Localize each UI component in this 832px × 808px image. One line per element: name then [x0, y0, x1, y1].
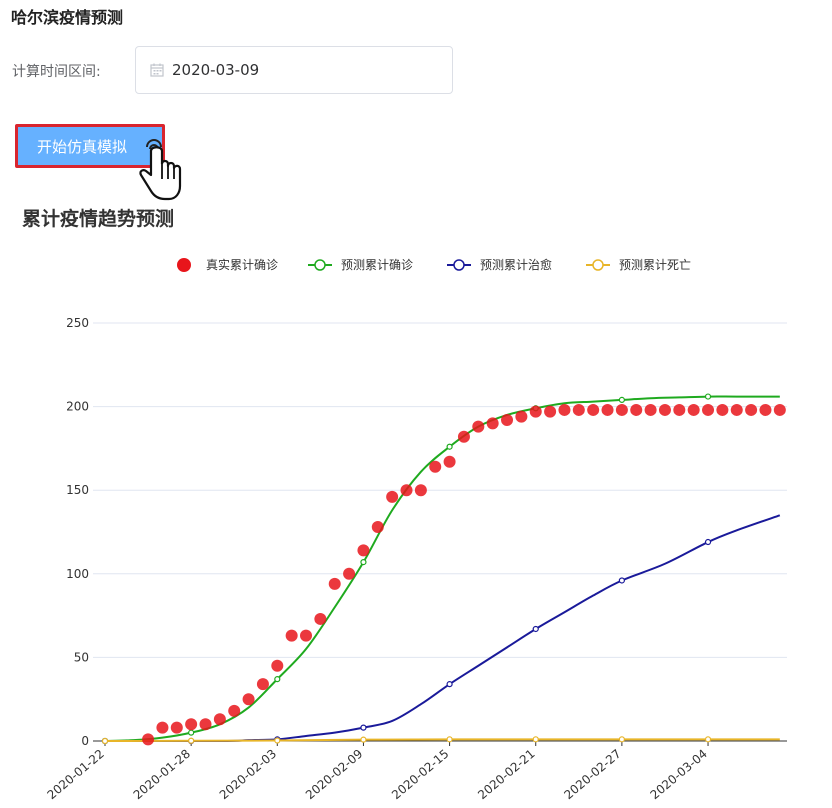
- x-tick-label: 2020-01-22: [44, 747, 106, 803]
- legend-label: 预测累计死亡: [619, 258, 691, 272]
- series-marker: [360, 558, 367, 566]
- y-tick-label: 0: [81, 734, 89, 748]
- data-point: [271, 659, 284, 672]
- page-title: 哈尔滨疫情预测: [11, 8, 124, 27]
- x-tick-label: 2020-02-09: [303, 747, 365, 803]
- date-value: 2020-03-09: [172, 61, 260, 79]
- data-point: [357, 544, 370, 557]
- data-point: [687, 403, 700, 416]
- data-point: [644, 403, 657, 416]
- chart-title: 累计疫情趋势预测: [22, 208, 175, 230]
- series-marker: [188, 729, 195, 736]
- series-marker: [704, 736, 712, 743]
- data-point: [285, 629, 298, 642]
- legend-label: 预测累计治愈: [480, 257, 552, 272]
- data-point: [300, 629, 313, 642]
- legend-marker: [592, 259, 604, 271]
- x-tick-label: 2020-02-15: [389, 747, 451, 803]
- data-point: [716, 403, 729, 416]
- data-point: [371, 520, 384, 533]
- legend-marker: [314, 259, 326, 271]
- start-simulation-button[interactable]: 开始仿真模拟: [15, 124, 165, 168]
- data-point: [630, 403, 643, 416]
- data-point: [457, 430, 470, 443]
- data-point: [658, 403, 671, 416]
- series-marker: [704, 538, 712, 546]
- series-marker: [618, 396, 625, 404]
- series-marker: [532, 736, 539, 743]
- x-tick-label: 2020-02-21: [475, 747, 537, 803]
- date-range-label: 计算时间区间:: [12, 64, 101, 80]
- data-point: [673, 403, 686, 416]
- legend-label: 真实累计确诊: [206, 257, 278, 272]
- series-marker: [446, 736, 453, 743]
- data-point: [529, 405, 542, 418]
- series-marker: [101, 737, 109, 745]
- series-marker: [188, 737, 195, 744]
- data-point: [730, 403, 743, 416]
- series-marker: [274, 676, 281, 683]
- series-marker: [704, 393, 712, 400]
- y-tick-label: 100: [66, 567, 89, 581]
- legend-label: 预测累计确诊: [341, 258, 413, 272]
- data-point: [601, 403, 614, 416]
- x-tick-label: 2020-02-27: [561, 747, 623, 803]
- series-marker: [618, 577, 625, 584]
- data-point: [228, 704, 241, 717]
- data-point: [472, 420, 485, 433]
- data-point: [615, 403, 628, 416]
- data-point: [544, 405, 557, 418]
- series-marker: [618, 736, 625, 743]
- series-marker: [274, 737, 281, 744]
- legend-marker: [177, 258, 191, 272]
- data-point: [773, 403, 786, 416]
- data-point: [142, 733, 155, 746]
- y-tick-label: 50: [74, 650, 89, 664]
- legend-marker: [453, 259, 465, 271]
- data-point: [745, 403, 758, 416]
- data-point: [486, 417, 499, 430]
- hand-pointer-icon: [139, 139, 182, 201]
- data-point: [702, 403, 715, 416]
- data-point: [314, 612, 327, 625]
- y-tick-label: 250: [66, 316, 89, 330]
- data-point: [429, 460, 442, 473]
- data-point: [558, 403, 571, 416]
- calendar-icon: [150, 63, 164, 77]
- series-marker: [446, 443, 453, 450]
- series-line: [104, 738, 780, 742]
- y-tick-label: 200: [66, 400, 89, 414]
- data-point: [156, 721, 169, 734]
- x-tick-label: 2020-03-04: [648, 747, 710, 803]
- data-point: [400, 484, 413, 497]
- data-point: [242, 693, 255, 706]
- date-picker-input[interactable]: 2020-03-09: [135, 46, 453, 94]
- data-point: [414, 484, 427, 497]
- data-point: [501, 413, 514, 426]
- data-point: [213, 713, 226, 726]
- series-marker: [360, 724, 367, 731]
- data-point: [587, 403, 600, 416]
- x-tick-label: 2020-01-28: [131, 747, 193, 803]
- data-point: [328, 577, 341, 590]
- series-marker: [532, 625, 539, 633]
- data-point: [515, 410, 528, 423]
- data-point: [443, 455, 456, 468]
- data-point: [759, 403, 772, 416]
- data-point: [170, 721, 183, 734]
- data-point: [343, 567, 356, 580]
- series-marker: [360, 736, 367, 743]
- series-line: [104, 514, 781, 743]
- y-tick-label: 150: [66, 483, 89, 497]
- data-point: [199, 718, 212, 731]
- x-tick-label: 2020-02-03: [217, 747, 279, 803]
- data-point: [386, 490, 399, 503]
- data-point: [256, 678, 269, 691]
- series-marker: [446, 681, 453, 688]
- series-line: [104, 395, 780, 742]
- data-point: [185, 718, 198, 731]
- data-point: [572, 403, 585, 416]
